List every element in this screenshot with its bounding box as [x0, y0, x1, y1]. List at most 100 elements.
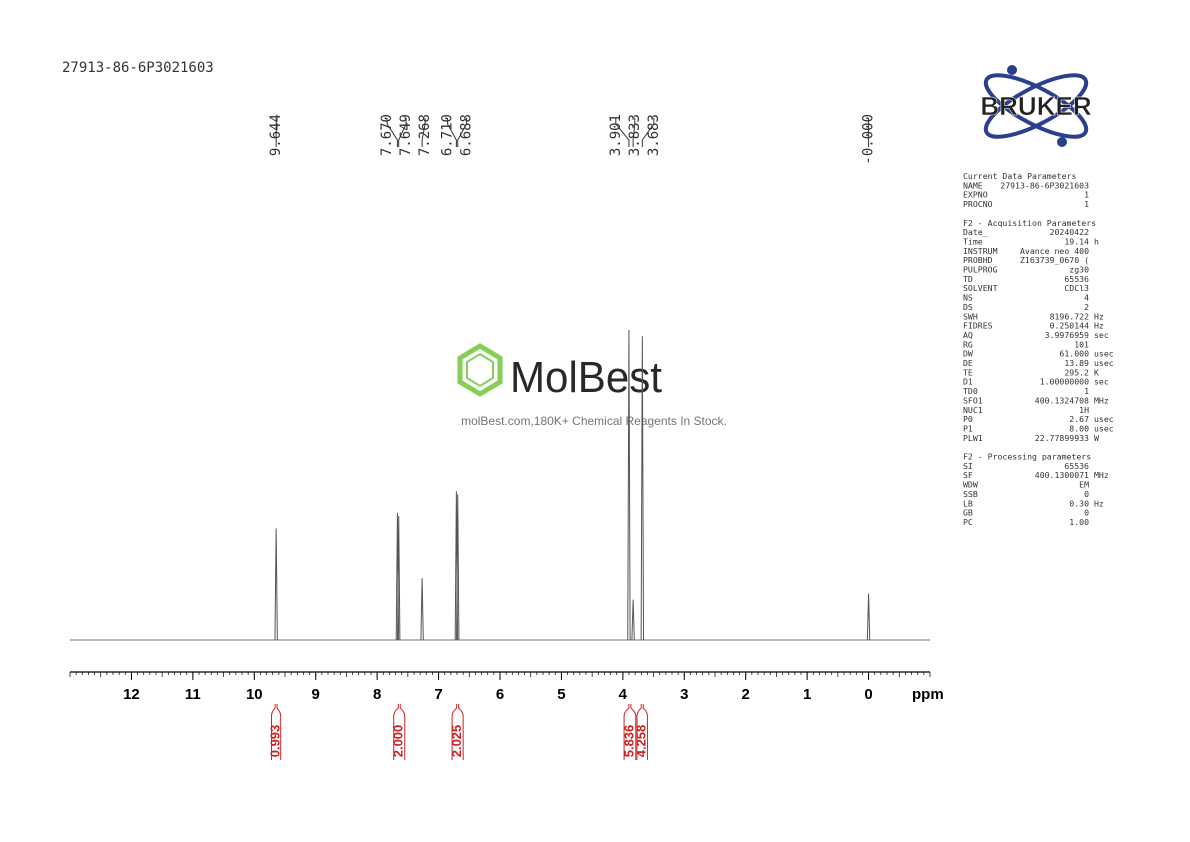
- peak-label: 3.901: [608, 114, 624, 156]
- param-key: SSB: [963, 489, 978, 499]
- param-key: Date_: [963, 227, 988, 237]
- param-key: PULPROG: [963, 265, 998, 275]
- integral-label: 2.025: [449, 725, 464, 758]
- peak-label: 3.833: [627, 114, 643, 156]
- param-section-title: F2 - Processing parameters: [963, 452, 1091, 462]
- param-key: SWH: [963, 311, 978, 321]
- param-value: 0: [1084, 508, 1089, 518]
- watermark-icon: [457, 343, 503, 397]
- param-section-title: F2 - Acquisition Parameters: [963, 218, 1096, 228]
- param-key: INSTRUM: [963, 246, 998, 256]
- param-unit: W: [1094, 433, 1099, 443]
- param-value: 400.1324708: [1035, 395, 1089, 405]
- peak: [397, 515, 401, 641]
- param-value: 65536: [1064, 274, 1089, 284]
- peak-leader: [398, 118, 407, 147]
- peak: [627, 329, 631, 641]
- param-key: TD0: [963, 386, 978, 396]
- peak: [420, 577, 424, 641]
- integral-label: 0.993: [268, 725, 283, 758]
- param-key: EXPNO: [963, 190, 988, 200]
- logo-orbit: [983, 73, 1089, 139]
- param-unit: Hz: [1094, 498, 1104, 508]
- param-value: Avance neo 400: [1020, 246, 1089, 256]
- param-value: 13.89: [1064, 358, 1089, 368]
- param-key: PROBHD: [963, 255, 993, 265]
- param-value: 2.67: [1069, 414, 1089, 424]
- peak-leader: [615, 118, 630, 147]
- param-key: FIDRES: [963, 321, 993, 331]
- x-tick-label: 6: [496, 686, 504, 703]
- peak: [866, 593, 871, 641]
- param-value: 61.000: [1059, 349, 1089, 359]
- param-key: AQ: [963, 330, 973, 340]
- watermark-icon: [466, 352, 494, 388]
- param-unit: h: [1094, 236, 1099, 246]
- param-key: PLW1: [963, 433, 983, 443]
- param-unit: usec: [1094, 358, 1114, 368]
- param-key: PC: [963, 517, 973, 527]
- peak-leader: [632, 118, 636, 147]
- param-value: Z163739_0670 (: [1020, 255, 1089, 265]
- x-axis-label: ppm: [912, 686, 944, 703]
- param-value: 1: [1084, 199, 1089, 209]
- param-value: 2: [1084, 302, 1089, 312]
- peak-label: 6.688: [459, 114, 475, 156]
- integral-label: 2.000: [391, 725, 406, 758]
- x-tick-label: 10: [246, 686, 263, 703]
- logo-orbit: [983, 73, 1089, 139]
- watermark: MolBest molBest.com,180K+ Chemical Reage…: [457, 343, 727, 428]
- param-value: 1: [1084, 190, 1089, 200]
- param-key: SF: [963, 470, 973, 480]
- integral-label: 5.836: [621, 725, 636, 758]
- x-tick-label: 5: [557, 686, 565, 703]
- peak-label: 7.268: [417, 114, 433, 156]
- x-tick-label: 7: [434, 686, 442, 703]
- logo-dot: [1007, 65, 1017, 75]
- integral-bracket: [451, 704, 464, 760]
- param-key: SOLVENT: [963, 283, 998, 293]
- param-value: 295.2: [1064, 367, 1089, 377]
- peak-leader: [457, 118, 468, 147]
- param-key: SI: [963, 461, 973, 471]
- param-key: D1: [963, 377, 973, 387]
- param-value: zg30: [1069, 265, 1089, 275]
- x-tick-label: 1: [803, 686, 811, 703]
- param-unit: sec: [1094, 330, 1109, 340]
- watermark-brand: MolBest: [510, 353, 662, 402]
- param-value: 8.00: [1069, 423, 1089, 433]
- param-value: 1H: [1079, 405, 1089, 415]
- x-tick-label: 0: [864, 686, 872, 703]
- param-value: 0: [1084, 489, 1089, 499]
- peak-leader: [447, 118, 457, 147]
- param-value: 400.1300071: [1035, 470, 1089, 480]
- peak: [456, 494, 460, 641]
- param-key: GB: [963, 508, 973, 518]
- peak-label: 3.683: [646, 114, 662, 156]
- peak-label: 7.670: [379, 114, 395, 156]
- param-unit: Hz: [1094, 311, 1104, 321]
- x-tick-label: 3: [680, 686, 688, 703]
- param-value: 1.00: [1069, 517, 1089, 527]
- param-value: 8196.722: [1050, 311, 1090, 321]
- param-key: NAME: [963, 180, 983, 190]
- integral-bracket: [270, 704, 282, 760]
- logo: BRUKER: [980, 65, 1092, 147]
- param-unit: sec: [1094, 377, 1109, 387]
- param-unit: usec: [1094, 349, 1114, 359]
- x-tick-label: 11: [185, 686, 201, 703]
- param-unit: MHz: [1094, 395, 1109, 405]
- peak: [631, 599, 635, 641]
- x-tick-label: 4: [619, 686, 628, 703]
- param-section-title: Current Data Parameters: [963, 171, 1076, 181]
- param-value: EM: [1079, 480, 1089, 490]
- peak-leader: [421, 118, 426, 147]
- peak: [274, 528, 278, 641]
- peak: [640, 336, 645, 641]
- param-value: 27913-86-6P3021603: [1000, 180, 1089, 190]
- param-value: 0.250144: [1050, 321, 1090, 331]
- param-value: 19.14: [1064, 236, 1089, 246]
- param-value: CDCl3: [1064, 283, 1089, 293]
- param-key: NUC1: [963, 405, 983, 415]
